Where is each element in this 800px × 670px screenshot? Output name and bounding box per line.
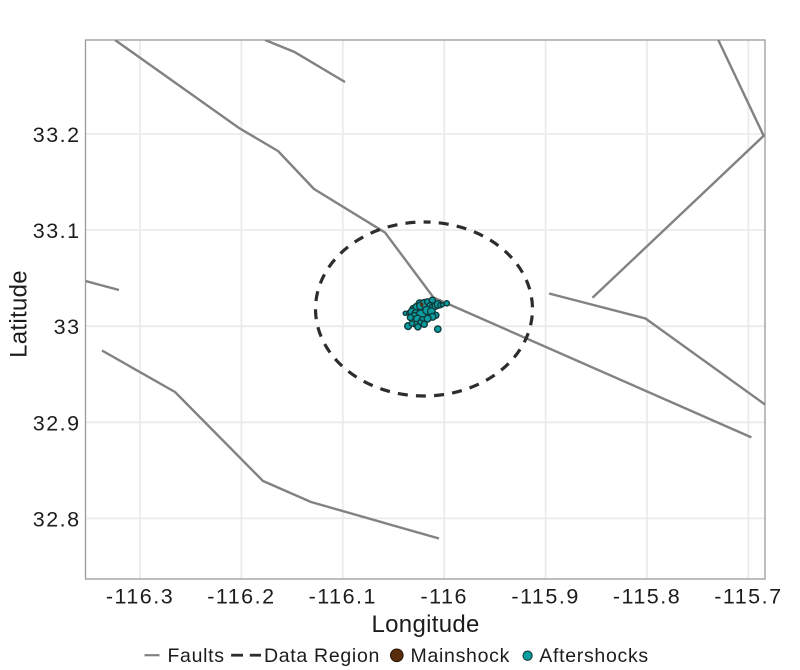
svg-text:Longitude: Longitude [372,611,480,638]
svg-text:-115.7: -115.7 [714,584,782,608]
svg-text:Aftershocks: Aftershocks [539,645,649,667]
svg-text:-116.1: -116.1 [309,584,377,608]
svg-text:33: 33 [54,315,81,339]
svg-text:-115.9: -115.9 [511,584,579,608]
svg-text:32.8: 32.8 [33,507,81,531]
svg-text:Mainshock: Mainshock [411,645,511,667]
svg-text:33.1: 33.1 [33,219,81,243]
svg-text:Faults: Faults [167,645,224,667]
svg-text:33.2: 33.2 [33,123,81,147]
svg-text:-116.3: -116.3 [106,584,174,608]
svg-text:Data Region: Data Region [264,645,380,667]
svg-text:-116.2: -116.2 [207,584,275,608]
svg-text:-115.8: -115.8 [613,584,681,608]
svg-text:-116: -116 [420,584,467,608]
svg-text:32.9: 32.9 [33,411,81,435]
svg-text:Latitude: Latitude [5,270,32,358]
